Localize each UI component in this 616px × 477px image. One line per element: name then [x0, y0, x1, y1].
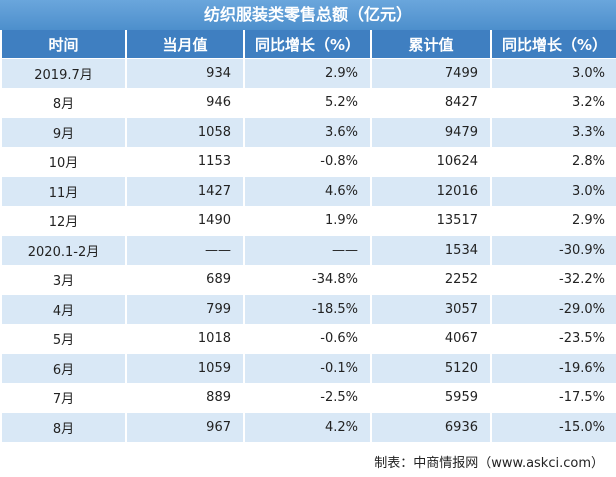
table-row: 9月 1058 3.6% 9479 3.3% [0, 117, 616, 147]
value-cell: -0.8% [243, 146, 371, 177]
value-cell: -15.0% [490, 412, 616, 442]
header-cell: 时间 [0, 30, 126, 59]
value-cell: 1018 [125, 323, 244, 354]
value-cell: 8427 [370, 87, 491, 118]
table-row: 2020.1-2月 —— —— 1534 -30.9% [0, 235, 616, 265]
value-cell: -32.2% [490, 264, 616, 295]
value-cell: 9479 [370, 117, 491, 147]
value-cell: -29.0% [490, 294, 616, 324]
period-cell: 4月 [0, 294, 126, 324]
table-row: 5月 1018 -0.6% 4067 -23.5% [0, 323, 616, 354]
value-cell: 7499 [370, 58, 491, 88]
header-cell: 当月值 [125, 30, 244, 59]
table-row: 2019.7月 934 2.9% 7499 3.0% [0, 58, 616, 88]
period-cell: 11月 [0, 176, 126, 206]
value-cell: 4067 [370, 323, 491, 354]
value-cell: -0.1% [243, 353, 371, 383]
value-cell: 3.3% [490, 117, 616, 147]
value-cell: 3.0% [490, 58, 616, 88]
value-cell: -2.5% [243, 382, 371, 413]
table-body: 2019.7月 934 2.9% 7499 3.0% 8月 946 5.2% 8427 3.2% 9… [0, 58, 616, 442]
value-cell: 3.2% [490, 87, 616, 118]
value-cell: 1059 [125, 353, 244, 383]
period-cell: 3月 [0, 264, 126, 295]
value-cell: 5959 [370, 382, 491, 413]
value-cell: 3.0% [490, 176, 616, 206]
value-cell: -17.5% [490, 382, 616, 413]
period-cell: 5月 [0, 323, 126, 354]
value-cell: -0.6% [243, 323, 371, 354]
source-note: 制表：中商情报网（www.askci.com） [374, 456, 604, 471]
value-cell: 3057 [370, 294, 491, 324]
value-cell: 1.9% [243, 205, 371, 236]
period-cell: 10月 [0, 146, 126, 177]
value-cell: 1058 [125, 117, 244, 147]
value-cell: 689 [125, 264, 244, 295]
value-cell: -30.9% [490, 235, 616, 265]
value-cell: 3.6% [243, 117, 371, 147]
value-cell: 4.6% [243, 176, 371, 206]
period-cell: 12月 [0, 205, 126, 236]
value-cell: —— [243, 235, 371, 265]
value-cell: 1490 [125, 205, 244, 236]
table-row: 11月 1427 4.6% 12016 3.0% [0, 176, 616, 206]
value-cell: 12016 [370, 176, 491, 206]
header-cell: 累计值 [370, 30, 491, 59]
period-cell: 8月 [0, 87, 126, 118]
value-cell: -19.6% [490, 353, 616, 383]
value-cell: 1534 [370, 235, 491, 265]
value-cell: 5.2% [243, 87, 371, 118]
value-cell: —— [125, 235, 244, 265]
table-row: 8月 967 4.2% 6936 -15.0% [0, 412, 616, 442]
period-cell: 2019.7月 [0, 58, 126, 88]
value-cell: 1427 [125, 176, 244, 206]
period-cell: 8月 [0, 412, 126, 442]
period-cell: 2020.1-2月 [0, 235, 126, 265]
table-row: 12月 1490 1.9% 13517 2.9% [0, 205, 616, 236]
value-cell: 889 [125, 382, 244, 413]
value-cell: 10624 [370, 146, 491, 177]
value-cell: -34.8% [243, 264, 371, 295]
value-cell: 2.9% [243, 58, 371, 88]
value-cell: 967 [125, 412, 244, 442]
value-cell: 2252 [370, 264, 491, 295]
value-cell: 1153 [125, 146, 244, 177]
table-row: 4月 799 -18.5% 3057 -29.0% [0, 294, 616, 324]
value-cell: 4.2% [243, 412, 371, 442]
table-title: 纺织服装类零售总额（亿元） [0, 0, 616, 30]
data-table: 时间 当月值 同比增长（%） 累计值 同比增长（%） 2019.7月 934 2.9% 749… [0, 30, 616, 442]
value-cell: 946 [125, 87, 244, 118]
value-cell: 5120 [370, 353, 491, 383]
value-cell: 799 [125, 294, 244, 324]
table-row: 8月 946 5.2% 8427 3.2% [0, 87, 616, 118]
table-row: 7月 889 -2.5% 5959 -17.5% [0, 382, 616, 413]
header-cell: 同比增长（%） [490, 30, 616, 59]
period-cell: 9月 [0, 117, 126, 147]
header-cell: 同比增长（%） [243, 30, 371, 59]
period-cell: 7月 [0, 382, 126, 413]
period-cell: 6月 [0, 353, 126, 383]
header-row: 时间 当月值 同比增长（%） 累计值 同比增长（%） [0, 30, 616, 59]
table-row: 3月 689 -34.8% 2252 -32.2% [0, 264, 616, 295]
value-cell: -18.5% [243, 294, 371, 324]
table-row: 10月 1153 -0.8% 10624 2.8% [0, 146, 616, 177]
value-cell: 2.8% [490, 146, 616, 177]
value-cell: 2.9% [490, 205, 616, 236]
value-cell: 6936 [370, 412, 491, 442]
value-cell: -23.5% [490, 323, 616, 354]
value-cell: 934 [125, 58, 244, 88]
value-cell: 13517 [370, 205, 491, 236]
table-row: 6月 1059 -0.1% 5120 -19.6% [0, 353, 616, 383]
